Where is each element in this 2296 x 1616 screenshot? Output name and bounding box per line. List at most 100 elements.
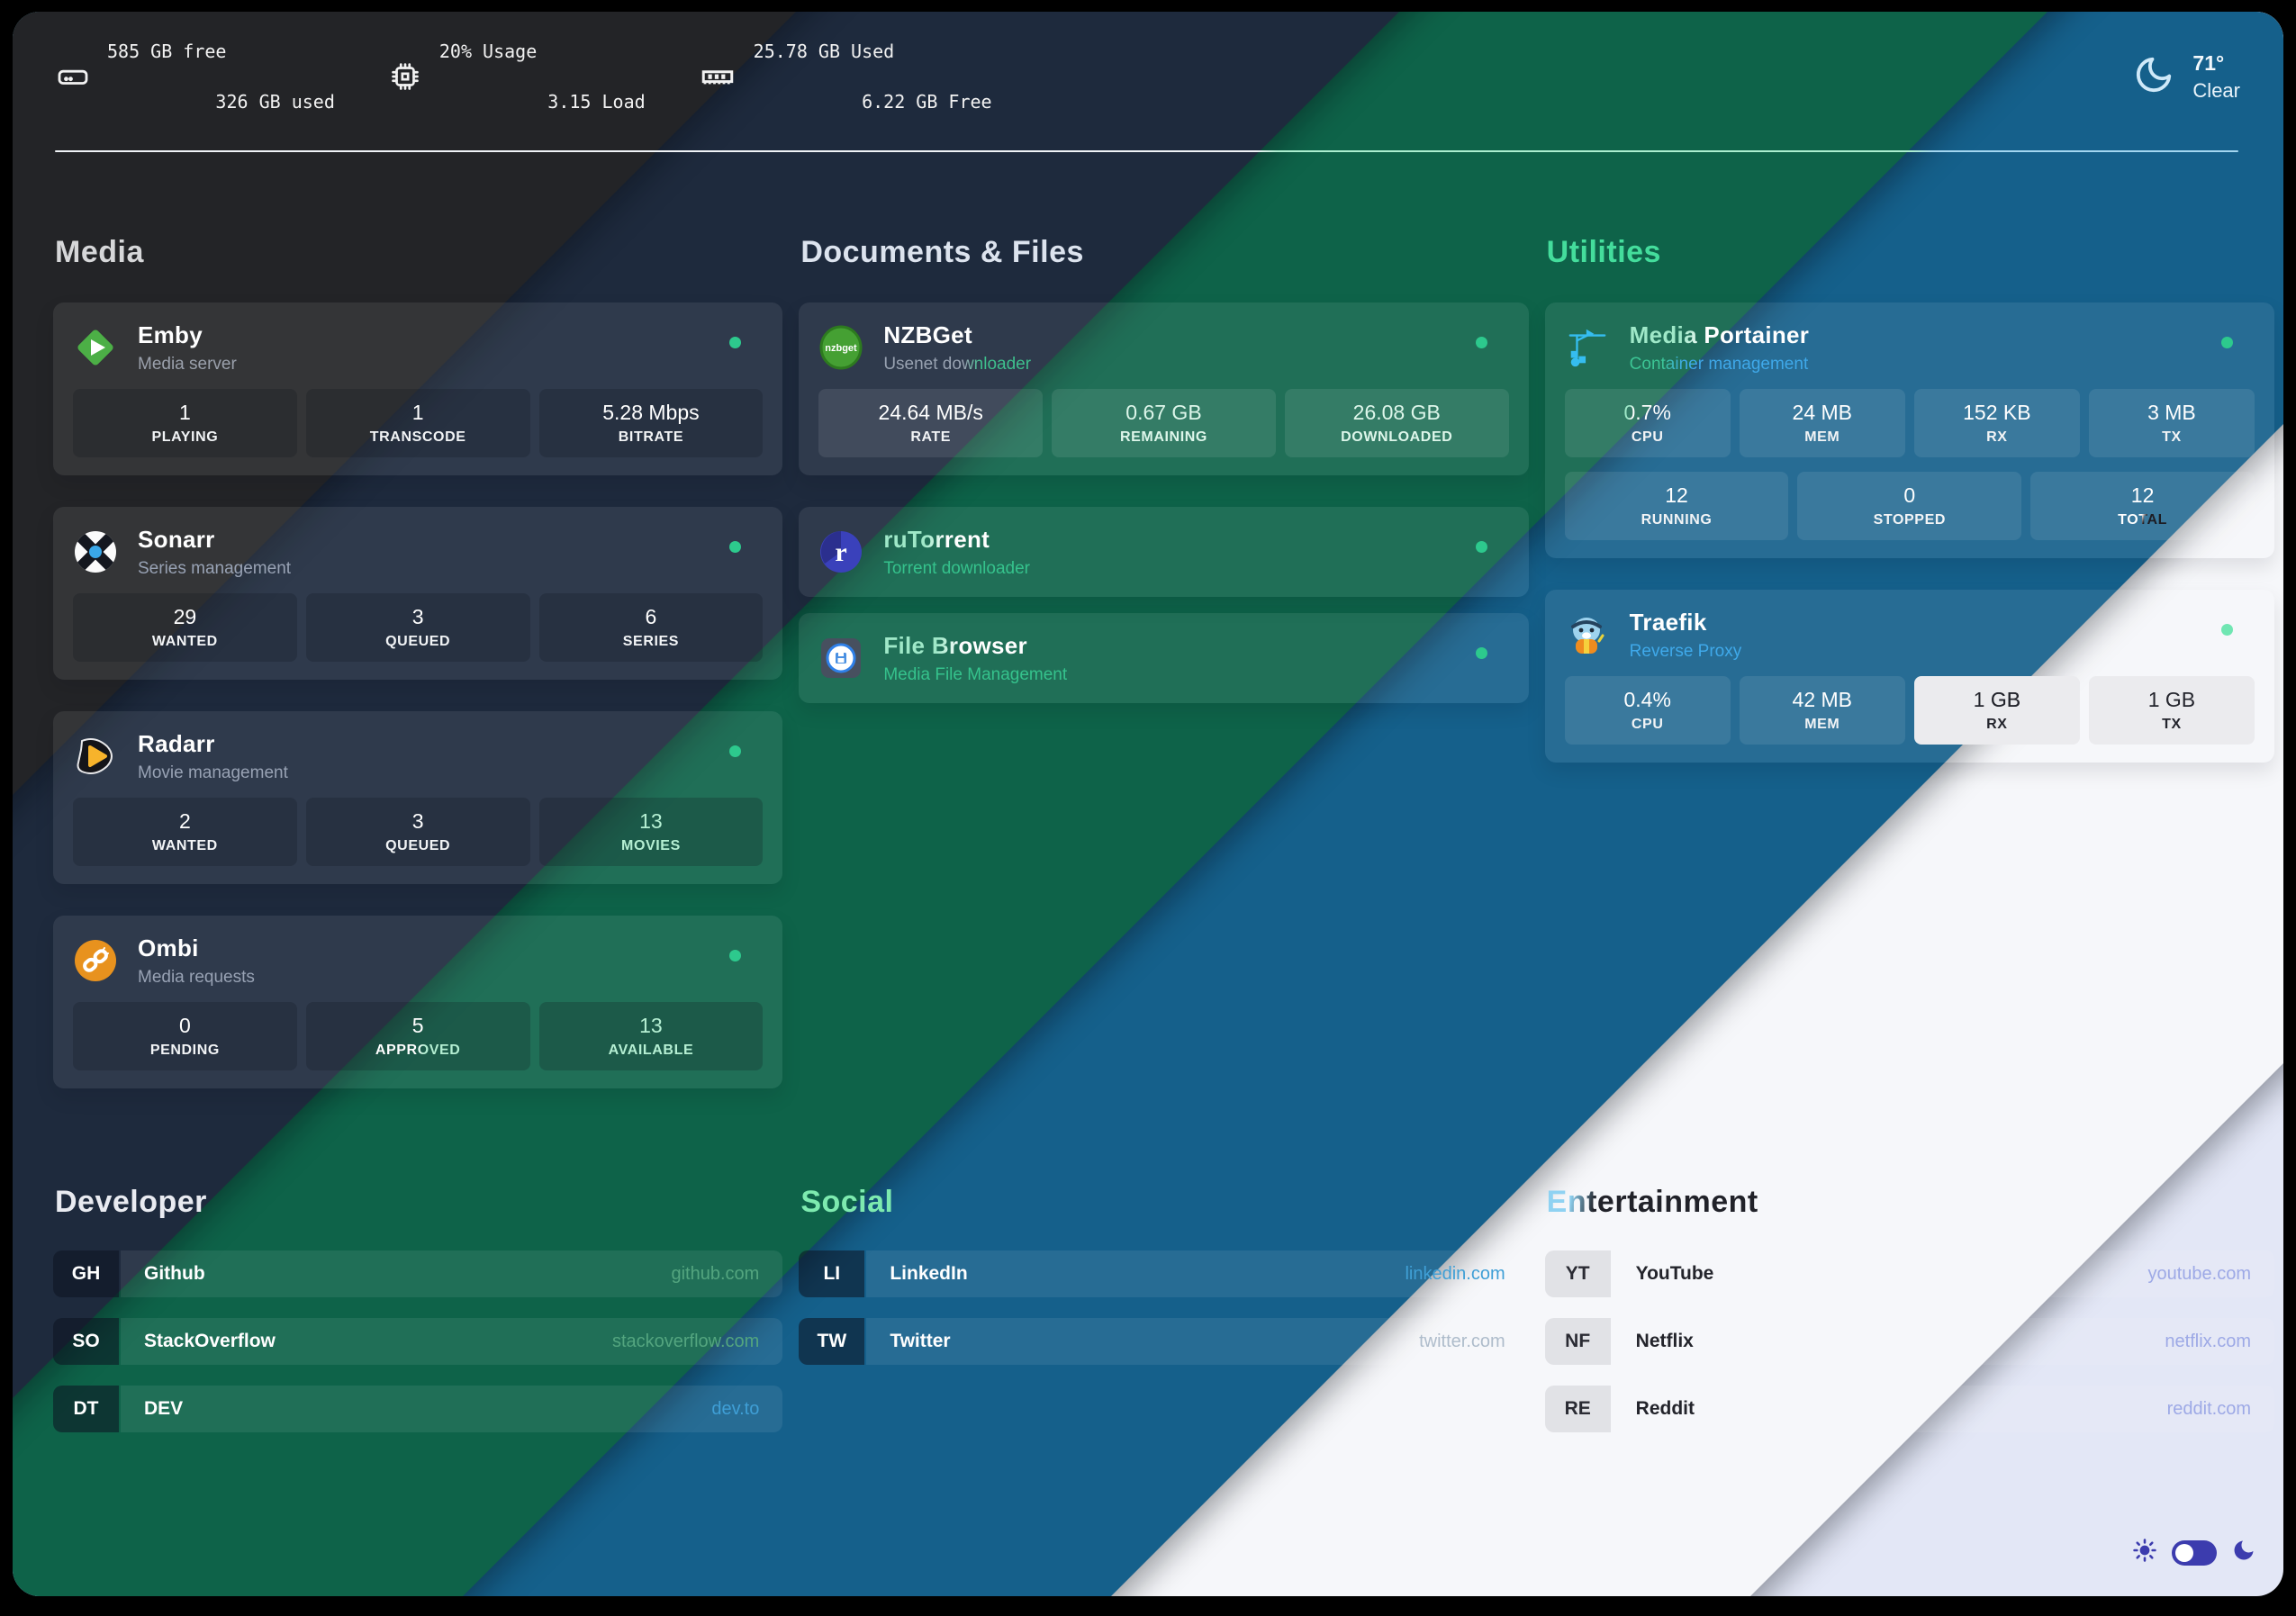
status-dot	[729, 745, 742, 757]
stat-value: 5.28 Mbps	[602, 401, 700, 424]
app-card-nzbget[interactable]: nzbget NZBGet Usenet downloader 24.64 MB…	[799, 302, 1529, 475]
bookmark-linkedin[interactable]: LI LinkedIn linkedin.com	[799, 1250, 1529, 1297]
stat-box: 24.64 MB/s RATE	[818, 389, 1044, 457]
ram-icon	[698, 54, 737, 99]
bookmark-youtube[interactable]: YT YouTube youtube.com	[1544, 1250, 2274, 1297]
stat-value: 12	[1665, 483, 1688, 507]
sun-icon[interactable]	[2132, 1538, 2157, 1567]
stat-box: 0.67 GB REMAINING	[1052, 389, 1276, 457]
app-name: Traefik	[1629, 608, 1707, 636]
stat-label: SERIES	[622, 634, 680, 649]
ram-free: 6.22 GB Free	[862, 91, 992, 113]
app-card-rutorrent[interactable]: r ruTorrent Torrent downloader	[799, 507, 1529, 597]
bookmark-abbr: DT	[53, 1386, 119, 1432]
stat-box: 42 MB MEM	[1739, 676, 1905, 745]
stat-value: 0	[1903, 483, 1916, 507]
sonarr-icon	[73, 529, 118, 574]
stat-label: QUEUED	[385, 838, 451, 853]
stat-box: 12 TOTAL	[2030, 472, 2255, 540]
app-name: Emby	[138, 320, 203, 348]
app-card-portainer[interactable]: Media Portainer Container management 0.7…	[1544, 302, 2274, 558]
stat-label: CPU	[1631, 429, 1664, 445]
section-title-documents: Documents & Files	[800, 235, 1084, 269]
stat-label: BITRATE	[618, 429, 684, 445]
theme-toggle[interactable]	[2172, 1539, 2217, 1566]
stat-value: 1	[178, 401, 191, 424]
moon-weather-icon	[2133, 54, 2174, 100]
bookmarks-title-social: Social	[800, 1185, 894, 1219]
cpu-load: 3.15 Load	[547, 91, 646, 113]
stat-label: REMAINING	[1120, 429, 1207, 445]
bookmark-twitter[interactable]: TW Twitter twitter.com	[799, 1318, 1529, 1365]
app-name: ruTorrent	[883, 526, 1030, 554]
status-dot	[2220, 337, 2233, 348]
stat-label: MEM	[1804, 717, 1840, 732]
ram-used: 25.78 GB Used	[753, 41, 895, 62]
stat-label: TX	[2162, 429, 2182, 445]
bookmark-stackoverflow[interactable]: SO StackOverflow stackoverflow.com	[53, 1318, 783, 1365]
bookmark-url: netflix.com	[2165, 1331, 2251, 1351]
bookmark-abbr: GH	[53, 1250, 119, 1297]
stat-label: STOPPED	[1873, 512, 1946, 528]
stat-box: 3 QUEUED	[305, 593, 530, 662]
weather-widget: 71° Clear	[2133, 50, 2240, 104]
app-card-ombi[interactable]: Ombi Media requests 0 PENDING 5 APPROVED 1…	[53, 916, 783, 1088]
app-card-sonarr[interactable]: Sonarr Series management 29 WANTED 3 QUEUE…	[53, 507, 783, 680]
stat-value: 0	[178, 1014, 191, 1037]
app-card-radarr[interactable]: Radarr Movie management 2 WANTED 3 QUEUED …	[53, 711, 783, 884]
moon-icon[interactable]	[2231, 1538, 2256, 1567]
stat-value: 2	[178, 809, 191, 833]
svg-text:nzbget: nzbget	[826, 343, 858, 354]
ram-usage: 25.78 GB Used 6.22 GB Free	[698, 39, 992, 114]
emby-icon	[73, 325, 118, 370]
section-title-utilities: Utilities	[1546, 235, 1661, 269]
cpu-icon	[387, 54, 423, 99]
bookmark-abbr: TW	[799, 1318, 865, 1365]
bookmark-netflix[interactable]: NF Netflix netflix.com	[1544, 1318, 2274, 1365]
disk-used: 326 GB used	[215, 91, 335, 113]
stat-label: RUNNING	[1641, 512, 1713, 528]
stat-box: 1 TRANSCODE	[305, 389, 530, 457]
stat-box: 3 MB TX	[2088, 389, 2255, 457]
bookmarks-social: Social LI LinkedIn linkedin.com TW Twitt…	[799, 1185, 1529, 1453]
stat-label: TX	[2162, 717, 2182, 732]
stat-box: 12 RUNNING	[1564, 472, 1789, 540]
bookmark-reddit[interactable]: RE Reddit reddit.com	[1544, 1386, 2274, 1432]
stat-box: 0.7% CPU	[1564, 389, 1731, 457]
section-documents: Documents & Files nzbget NZBGet Usenet d…	[799, 235, 1529, 1120]
stat-value: 1 GB	[1973, 688, 2021, 711]
stat-box: 5 APPROVED	[305, 1002, 530, 1070]
stat-box: 3 QUEUED	[305, 798, 530, 866]
rutorrent-icon: r	[818, 529, 863, 574]
radarr-icon	[73, 734, 118, 779]
stat-value: 0.7%	[1623, 401, 1671, 424]
stat-label: CPU	[1631, 717, 1664, 732]
status-dot	[729, 950, 742, 961]
toggle-knob	[2175, 1543, 2193, 1562]
app-description: Movie management	[138, 763, 288, 782]
app-description: Media server	[138, 354, 237, 374]
bookmark-abbr: YT	[1544, 1250, 1611, 1297]
stat-value: 3	[411, 809, 424, 833]
bookmark-name: Twitter	[890, 1331, 951, 1351]
stat-value: 42 MB	[1792, 688, 1853, 711]
stat-box: 13 AVAILABLE	[538, 1002, 764, 1070]
bookmark-abbr: NF	[1544, 1318, 1611, 1365]
stat-label: WANTED	[151, 838, 218, 853]
app-name: Sonarr	[138, 525, 215, 553]
stat-value: 13	[639, 1014, 663, 1037]
disk-usage: 585 GB free 326 GB used	[55, 39, 335, 114]
bookmark-url: linkedin.com	[1405, 1263, 1505, 1284]
app-card-filebrowser[interactable]: File Browser Media File Management	[799, 613, 1529, 703]
section-media: Media Emby Media server	[53, 235, 783, 1120]
stat-box: 1 GB RX	[1913, 676, 2080, 745]
filebrowser-icon	[818, 636, 863, 681]
app-card-emby[interactable]: Emby Media server 1 PLAYING 1 TRANSCODE 5.…	[53, 302, 783, 475]
stat-box: 1 PLAYING	[73, 389, 297, 457]
stat-box: 0.4% CPU	[1564, 676, 1731, 745]
disk-free: 585 GB free	[107, 41, 227, 62]
stat-label: QUEUED	[385, 634, 451, 649]
app-card-traefik[interactable]: Traefik Reverse Proxy 0.4% CPU 42 MB MEM 1…	[1544, 590, 2274, 763]
bookmark-github[interactable]: GH Github github.com	[53, 1250, 783, 1297]
bookmark-dev[interactable]: DT DEV dev.to	[53, 1386, 783, 1432]
